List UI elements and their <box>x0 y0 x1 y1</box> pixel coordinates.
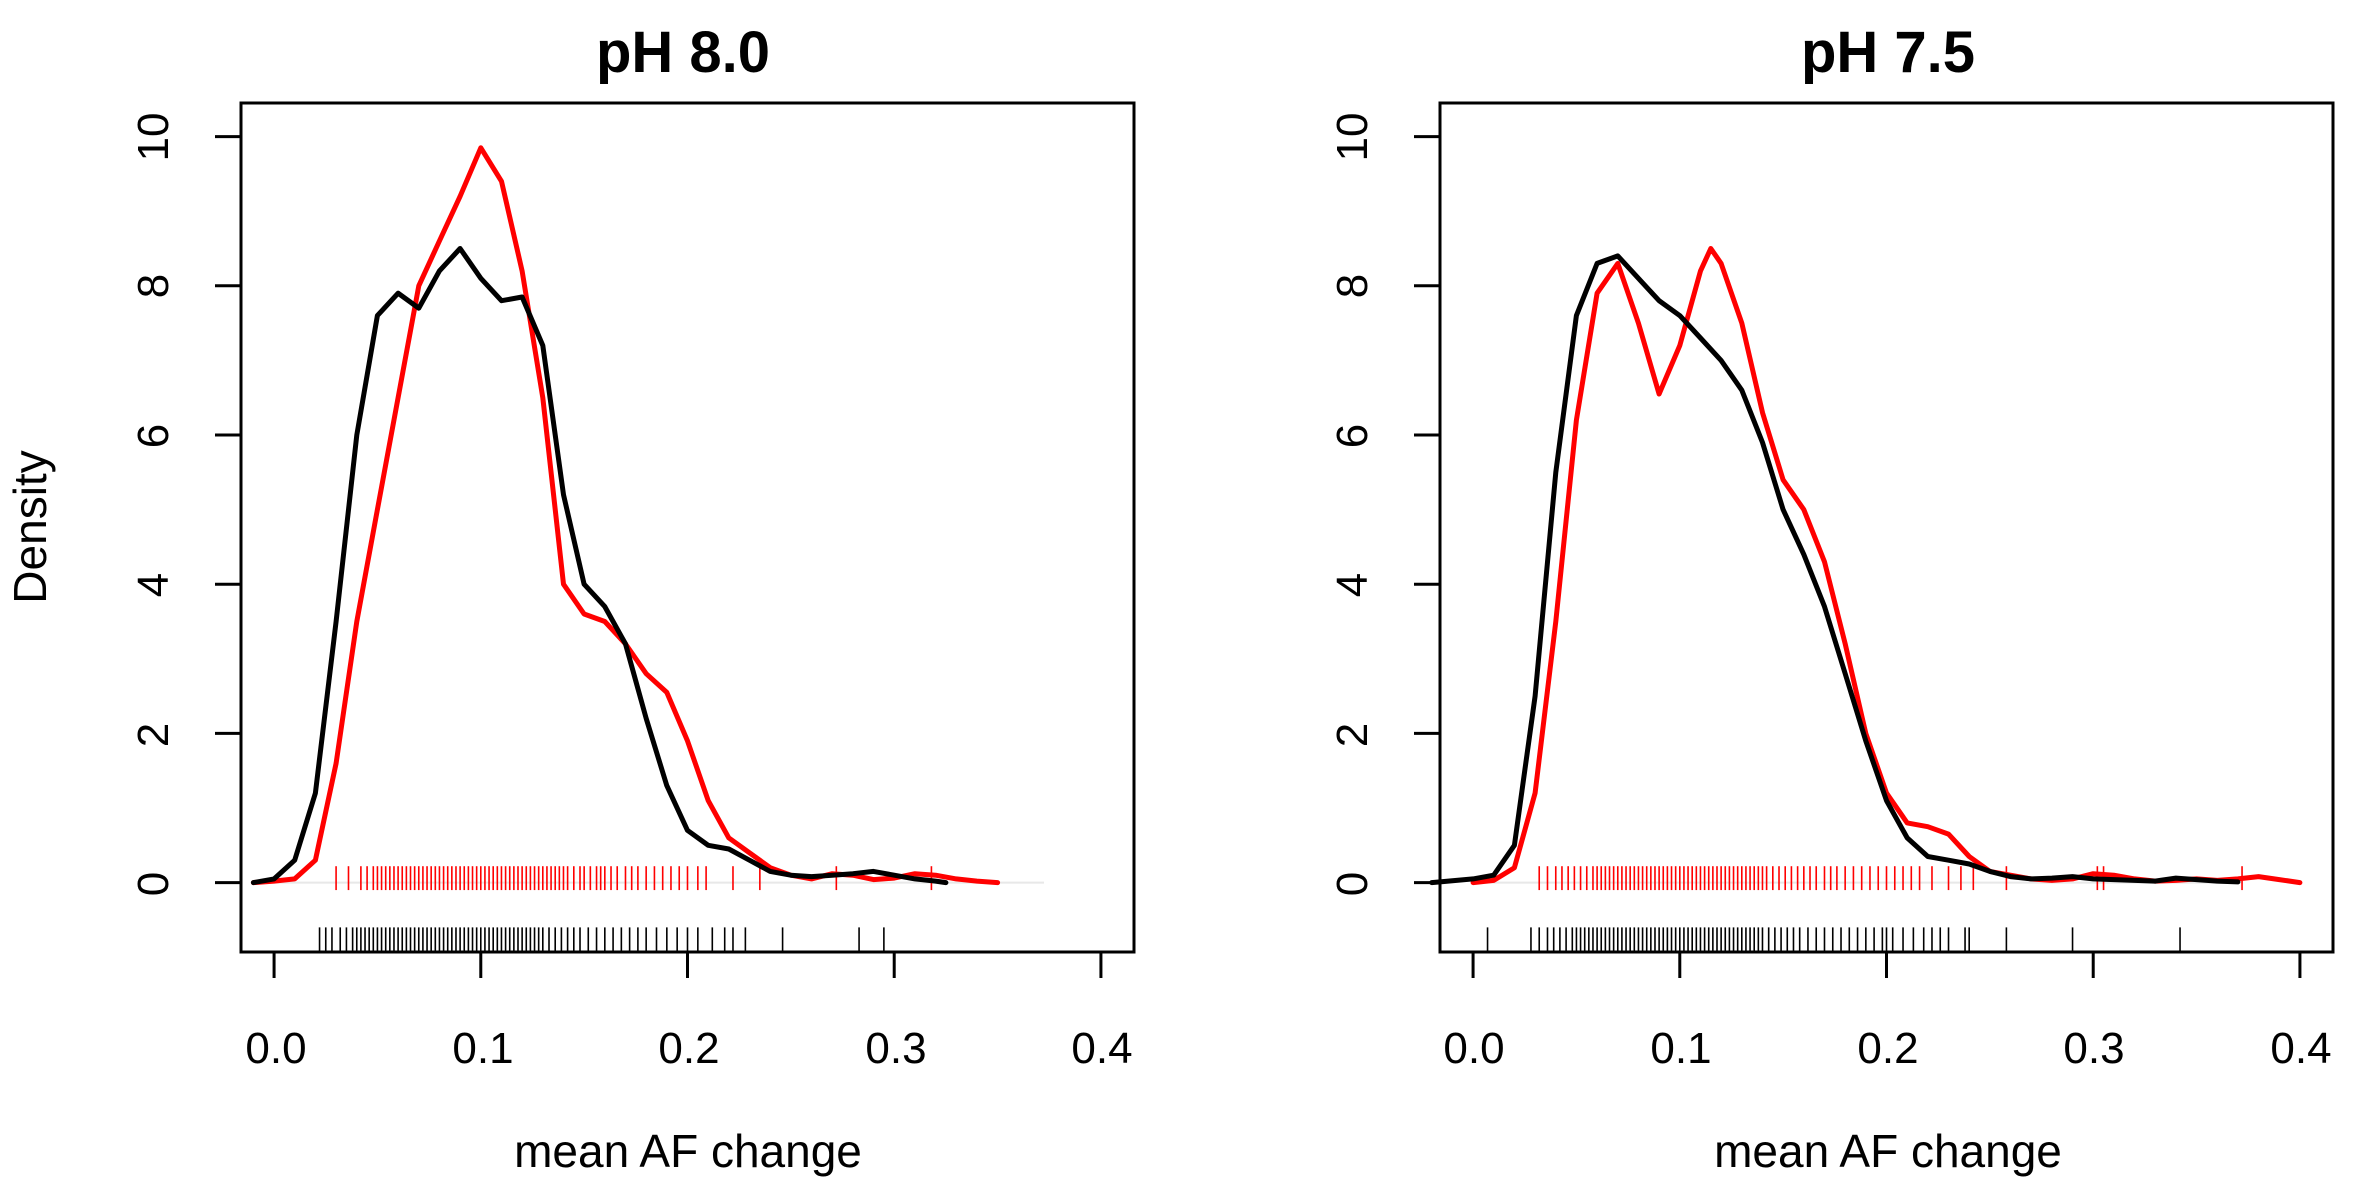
y-tick-label: 6 <box>129 424 178 448</box>
panel-1-y-axis: 0 2 4 6 8 10 <box>129 113 178 897</box>
panel-2-y-axis: 0 2 4 6 8 10 <box>1328 113 1377 897</box>
density-curve-red <box>1470 246 2303 886</box>
panel-ph-8-0: pH 8.0 0.0 0.1 0.2 0.3 0.4 0 2 4 6 8 10 … <box>129 20 1136 1177</box>
density-curve-black <box>1429 253 2241 886</box>
x-tick-label: 0.0 <box>245 1024 306 1073</box>
y-tick-label: 8 <box>129 274 178 298</box>
panel-1-title: pH 8.0 <box>596 20 770 85</box>
figure-ylabel: Density <box>4 450 56 603</box>
y-tick-label: 4 <box>129 573 178 597</box>
y-tick-label: 4 <box>1328 573 1377 597</box>
panel-1-xlabel: mean AF change <box>514 1125 862 1177</box>
x-tick-label: 0.1 <box>1650 1024 1711 1073</box>
x-tick-label: 0.4 <box>2270 1024 2331 1073</box>
y-tick-label: 0 <box>1328 872 1377 896</box>
x-tick-label: 0.1 <box>452 1024 513 1073</box>
y-tick-label: 2 <box>1328 723 1377 747</box>
panel-2-x-axis: 0.0 0.1 0.2 0.3 0.4 <box>1443 1024 2331 1073</box>
panel-2-marks <box>1414 135 2303 978</box>
panel-ph-7-5: pH 7.5 0.0 0.1 0.2 0.3 0.4 0 2 4 6 8 10 … <box>1328 20 2335 1177</box>
x-tick-label: 0.3 <box>2063 1024 2124 1073</box>
y-tick-label: 10 <box>1328 113 1377 162</box>
density-curve-black <box>250 246 949 886</box>
y-tick-label: 0 <box>129 872 178 896</box>
x-tick-label: 0.3 <box>865 1024 926 1073</box>
x-tick-label: 0.4 <box>1071 1024 1132 1073</box>
y-tick-label: 10 <box>129 113 178 162</box>
panel-1-x-axis: 0.0 0.1 0.2 0.3 0.4 <box>245 1024 1132 1073</box>
y-tick-label: 8 <box>1328 274 1377 298</box>
x-tick-label: 0.0 <box>1443 1024 1504 1073</box>
panel-1-marks <box>215 135 1103 978</box>
panel-2-xlabel: mean AF change <box>1714 1125 2062 1177</box>
panel-2-title: pH 7.5 <box>1801 20 1975 85</box>
y-tick-label: 6 <box>1328 424 1377 448</box>
x-tick-label: 0.2 <box>658 1024 719 1073</box>
density-curve-red <box>250 145 1001 886</box>
panel-2-plot-box <box>1438 101 2335 954</box>
y-tick-label: 2 <box>129 723 178 747</box>
x-tick-label: 0.2 <box>1857 1024 1918 1073</box>
